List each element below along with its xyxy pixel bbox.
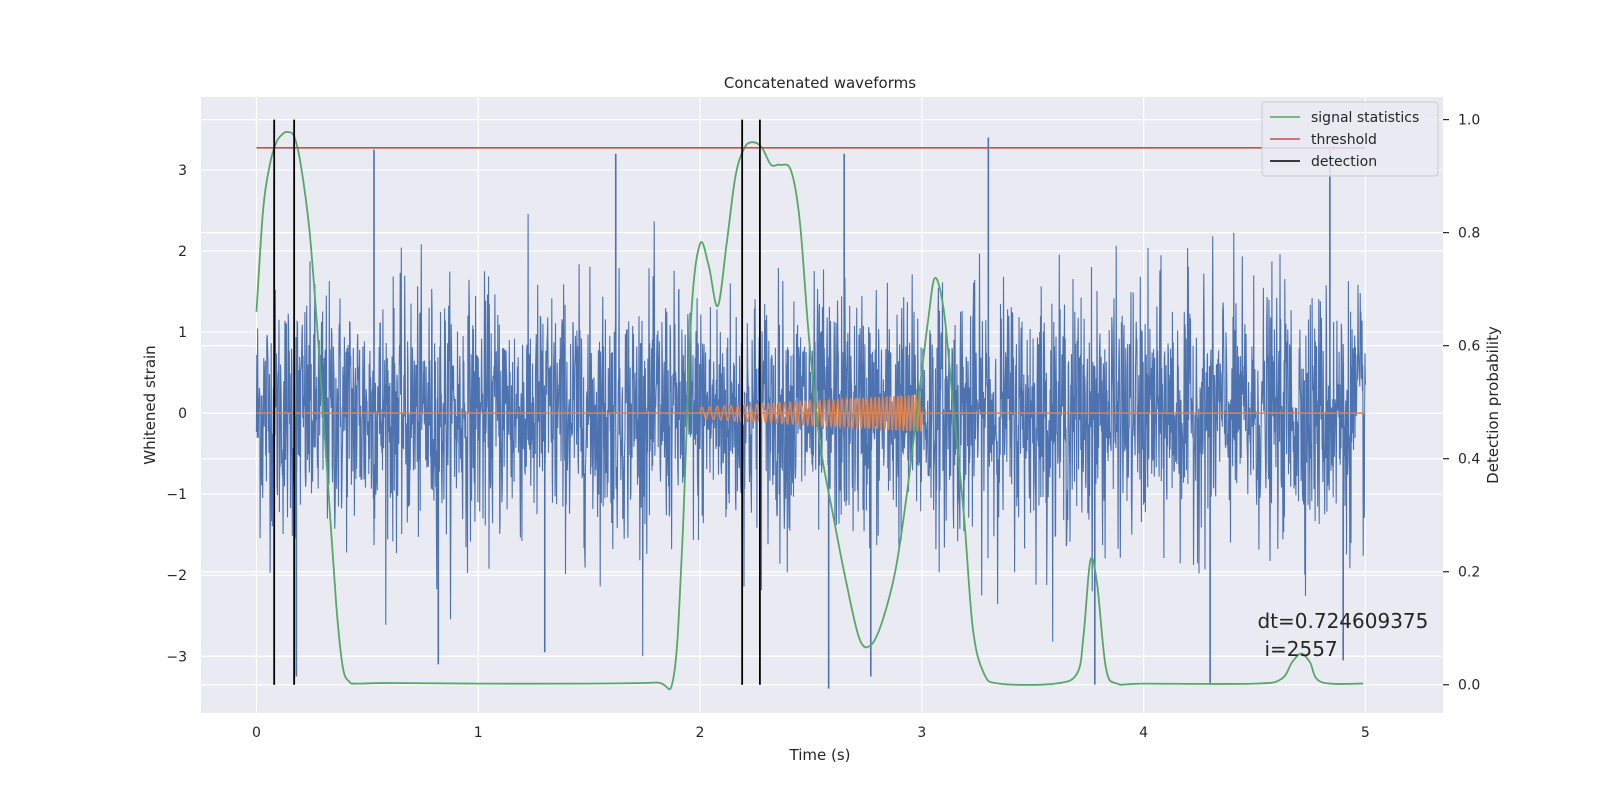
legend: signal statistics threshold detection xyxy=(1261,101,1439,177)
y-left-tick-label: −2 xyxy=(166,568,187,584)
legend-label-signal-statistics: signal statistics xyxy=(1311,110,1419,126)
x-tick-label: 5 xyxy=(1361,725,1370,741)
signal-statistics-line xyxy=(255,130,1364,691)
y-right-tick-label: 0.0 xyxy=(1458,678,1480,694)
y-axis-left-label: Whitened strain xyxy=(141,345,159,464)
y-axis-right-label: Detection probability xyxy=(1484,326,1502,484)
y-left-tick-label: 0 xyxy=(178,406,187,422)
x-tick-label: 2 xyxy=(696,725,705,741)
y-left-tick-label: −1 xyxy=(166,487,187,503)
ticks: 0 1 2 3 4 5 −3 −2 −1 0 1 2 3 0.0 0.2 0.4 0.6 0.8 1.0 xyxy=(166,113,1480,741)
x-tick-label: 3 xyxy=(917,725,926,741)
x-axis-label: Time (s) xyxy=(789,746,851,764)
annotation-dt: dt=0.724609375 xyxy=(1257,609,1428,633)
x-tick-label: 4 xyxy=(1139,725,1148,741)
y-right-tick-label: 0.4 xyxy=(1458,452,1480,468)
y-right-tick-label: 1.0 xyxy=(1458,113,1480,129)
y-right-tick-label: 0.2 xyxy=(1458,565,1480,581)
strain-noise-line xyxy=(255,213,1366,657)
legend-box xyxy=(1261,101,1439,177)
x-tick-label: 0 xyxy=(252,725,261,741)
y-right-tick-label: 0.8 xyxy=(1458,226,1480,242)
legend-label-threshold: threshold xyxy=(1311,132,1377,148)
annotation-index: i=2557 xyxy=(1264,637,1337,661)
chart-title: Concatenated waveforms xyxy=(724,74,916,92)
injected-chirp-line xyxy=(699,394,923,432)
annotation: dt=0.724609375 i=2557 xyxy=(1257,609,1428,661)
y-left-tick-label: −3 xyxy=(166,649,187,665)
series-layer xyxy=(255,119,1366,691)
y-left-tick-label: 3 xyxy=(178,163,187,179)
x-tick-label: 1 xyxy=(474,725,483,741)
y-right-tick-label: 0.6 xyxy=(1458,339,1480,355)
y-left-tick-label: 2 xyxy=(178,244,187,260)
y-left-tick-label: 1 xyxy=(178,325,187,341)
legend-label-detection: detection xyxy=(1311,154,1377,170)
